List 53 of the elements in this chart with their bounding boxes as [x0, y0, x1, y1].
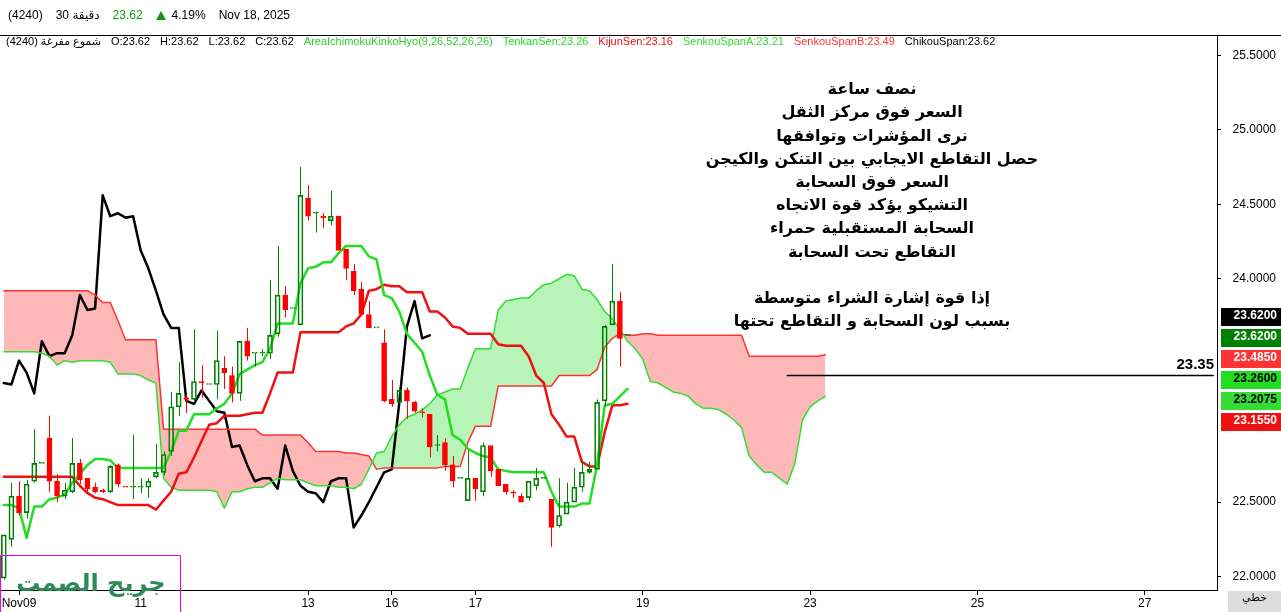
candlestick: [426, 413, 433, 458]
price-tag: 23.6200: [1221, 307, 1281, 326]
text: ChikouSpan:23.62: [904, 35, 996, 48]
candlestick: [183, 394, 190, 414]
price-tag: 23.2075: [1221, 391, 1281, 410]
y-tick-label: 25.0000: [1232, 122, 1277, 137]
candlestick: [244, 327, 251, 362]
text: KijunSen:23.16: [598, 35, 673, 48]
text: 30 دقيقة: [55, 8, 100, 23]
text: 23.62: [112, 8, 143, 23]
candlestick: [617, 291, 623, 368]
x-tick-label: Nov09: [1, 595, 37, 610]
candlestick: [366, 300, 372, 329]
candlestick: [305, 184, 311, 222]
x-tick-label: 16: [385, 595, 399, 610]
annotation: H:23.62: [160, 35, 199, 48]
y-tick-label: 25.5000: [1232, 47, 1277, 62]
annotation: L:23.62: [208, 35, 246, 48]
x-tick-label: 13: [301, 595, 316, 610]
text: SenkouSpanA:23.21: [682, 35, 784, 48]
price-tag: 23.6200: [1221, 328, 1281, 347]
annotation: 23.35: [1176, 354, 1214, 372]
x-tick-label: 23: [803, 595, 818, 610]
candlestick: [198, 364, 205, 399]
price-tag: 23.2600: [1221, 370, 1281, 389]
text: TenkanSen:23.26: [502, 35, 589, 48]
annotation: (4240) شموع مفرغة: [6, 35, 101, 49]
candlestick: [282, 285, 289, 318]
price-tag: 23.4850: [1221, 349, 1281, 368]
y-tick-label: 22.5000: [1232, 494, 1277, 509]
candlestick: [388, 379, 395, 408]
y-tick-label: 24.5000: [1232, 196, 1277, 211]
x-tick-label: 27: [1138, 595, 1152, 610]
annotation: جريح الصمت: [16, 569, 166, 598]
x-tick-label: 25: [970, 595, 985, 610]
text: (4240): [8, 8, 43, 23]
candlestick: [495, 469, 502, 487]
text: Nov 18, 2025: [218, 8, 291, 23]
text: نصف ساعة السعر فوق مركز الثقل نرى المؤشرات وتوافقها حصل التقاطع الايجابي بين التنكن والكيجن السعر فوق السحابة التشيكو يؤكد قوة الاتجاه السحابة المستقبلية حمراء التقاطع تحت السحابة إذا قوة إشارة الشراء متوسطة بسبب لون السحابة و التقاطع تحتها: [705, 79, 1039, 331]
candlestick: [229, 366, 235, 403]
candlestick: [404, 386, 410, 420]
scale-button: خطي: [1228, 591, 1281, 612]
annotation: O:23.62: [110, 35, 151, 48]
text: 4.19%: [171, 8, 206, 23]
x-tick-label: 17: [468, 595, 483, 610]
y-tick-label: 24.0000: [1232, 271, 1277, 286]
annotation: AreaIchimokuKinkoHyo(9,26,52,26,26): [303, 35, 493, 48]
price-tag: 23.1550: [1221, 412, 1281, 431]
text: SenkouSpanB:23.49: [793, 35, 895, 48]
y-tick-label: 22.0000: [1232, 568, 1277, 583]
candlestick: [16, 480, 22, 517]
x-tick-label: 19: [636, 595, 650, 610]
annotation: C:23.62: [255, 35, 294, 48]
